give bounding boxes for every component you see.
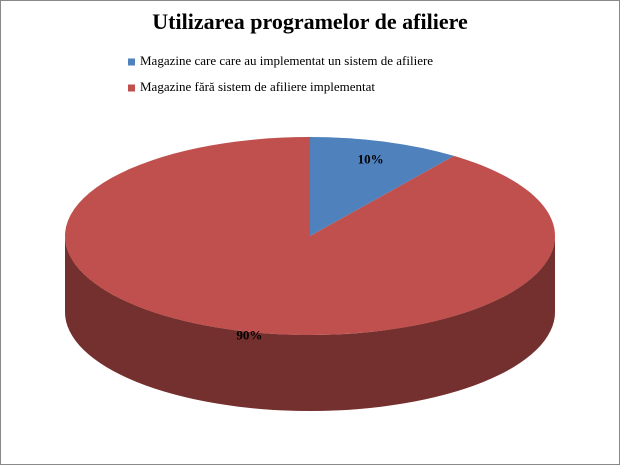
legend-text: Magazine care care au implementat un sis… <box>140 53 433 68</box>
value-label: 90% <box>236 327 262 342</box>
pie-side-shade <box>65 236 555 411</box>
chart-title: Utilizarea programelor de afiliere <box>152 9 468 34</box>
legend-text: Magazine fără sistem de afiliere impleme… <box>140 79 375 94</box>
pie-slice <box>310 137 455 236</box>
legend-marker <box>128 58 135 66</box>
legend-marker <box>128 84 135 92</box>
value-label: 10% <box>358 152 384 167</box>
pie-side <box>65 236 555 411</box>
pie-slice <box>64 137 556 335</box>
